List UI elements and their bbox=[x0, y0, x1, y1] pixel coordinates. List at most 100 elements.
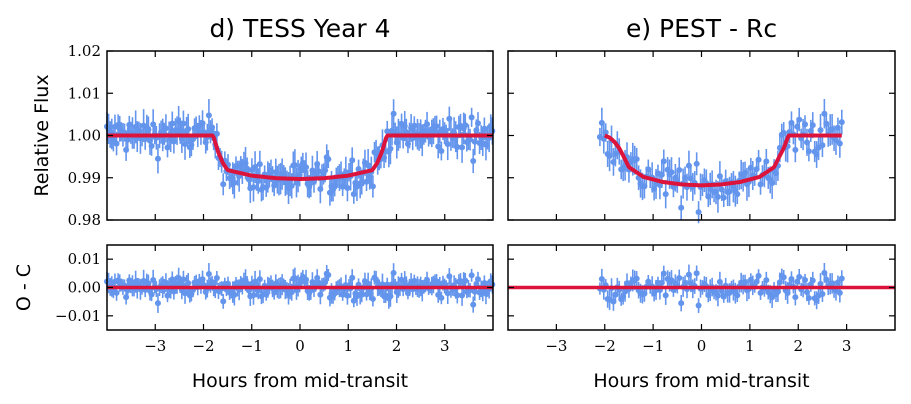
flux-point bbox=[633, 156, 640, 163]
flux-point bbox=[422, 128, 429, 135]
panel-title: d) TESS Year 4 bbox=[209, 14, 390, 43]
residual-point bbox=[185, 280, 192, 287]
flux-point bbox=[325, 156, 332, 163]
flux-point bbox=[162, 125, 169, 132]
flux-point bbox=[299, 159, 306, 166]
residual-point bbox=[620, 293, 627, 300]
flux-point bbox=[363, 178, 370, 185]
residual-point bbox=[829, 280, 836, 287]
residual-point bbox=[205, 270, 212, 277]
flux-point bbox=[668, 169, 675, 176]
flux-point bbox=[430, 128, 437, 135]
residual-point bbox=[220, 298, 227, 305]
flux-point bbox=[662, 191, 669, 198]
flux-point bbox=[829, 126, 836, 133]
residual-point bbox=[747, 276, 754, 283]
x-tick-label: −2 bbox=[594, 337, 616, 355]
flux-point bbox=[124, 136, 131, 143]
flux-point bbox=[339, 183, 346, 190]
flux-point bbox=[199, 120, 206, 127]
transit-model-curve bbox=[603, 133, 843, 188]
residual-point bbox=[358, 291, 365, 298]
residual-point bbox=[803, 289, 810, 296]
flux-point bbox=[150, 121, 157, 128]
residual-point bbox=[780, 274, 787, 281]
residual-point bbox=[331, 290, 338, 297]
flux-point bbox=[446, 115, 453, 122]
flux-point bbox=[182, 141, 189, 148]
flux-point bbox=[734, 191, 741, 198]
residual-point bbox=[424, 276, 431, 283]
residual-point bbox=[755, 272, 762, 279]
residual-point bbox=[668, 277, 675, 284]
residual-point bbox=[339, 291, 346, 298]
residual-point bbox=[734, 292, 741, 299]
residual-point bbox=[784, 289, 791, 296]
transit-model-curve bbox=[106, 133, 494, 182]
flux-point bbox=[444, 141, 451, 148]
flux-point bbox=[769, 180, 776, 187]
flux-point bbox=[188, 141, 195, 148]
flux-point bbox=[271, 182, 278, 189]
flux-point bbox=[245, 176, 252, 183]
residual-point bbox=[225, 280, 232, 287]
flux-point bbox=[419, 137, 426, 144]
flux-point bbox=[250, 184, 257, 191]
residual-point bbox=[774, 288, 781, 295]
flux-point bbox=[315, 168, 322, 175]
residual-point bbox=[813, 297, 820, 304]
residual-point bbox=[658, 279, 665, 286]
residual-point bbox=[685, 271, 692, 278]
flux-point bbox=[718, 186, 725, 193]
y-tick-label: 0.99 bbox=[68, 169, 101, 187]
flux-point bbox=[390, 110, 397, 117]
residual-y-tick-label: −0.01 bbox=[55, 307, 101, 325]
residual-point bbox=[252, 278, 259, 285]
flux-point bbox=[424, 121, 431, 128]
residual-point bbox=[776, 279, 783, 286]
flux-point bbox=[757, 181, 764, 188]
y-tick-label: 1.00 bbox=[68, 127, 101, 145]
flux-point bbox=[202, 139, 209, 146]
flux-point bbox=[454, 144, 461, 151]
flux-point bbox=[676, 167, 683, 174]
flux-point bbox=[606, 153, 613, 160]
flux-point bbox=[470, 157, 477, 164]
residual-point bbox=[612, 291, 619, 298]
residual-point bbox=[802, 277, 809, 284]
residual-point bbox=[271, 289, 278, 296]
flux-point bbox=[467, 136, 474, 143]
residual-point bbox=[213, 275, 220, 282]
flux-point bbox=[272, 169, 279, 176]
residual-point bbox=[268, 279, 275, 286]
residual-point bbox=[809, 277, 816, 284]
residual-point bbox=[471, 288, 478, 295]
residual-point bbox=[303, 276, 310, 283]
flux-point bbox=[658, 171, 665, 178]
residual-point bbox=[314, 274, 321, 281]
residual-point bbox=[113, 289, 120, 296]
flux-point bbox=[142, 136, 149, 143]
flux-point bbox=[263, 184, 270, 191]
residual-point bbox=[170, 288, 177, 295]
flux-point bbox=[823, 120, 830, 127]
residual-point bbox=[148, 291, 155, 298]
residual-point bbox=[819, 291, 826, 298]
residual-point bbox=[474, 276, 481, 283]
residual-point bbox=[350, 297, 357, 304]
flux-point bbox=[468, 114, 475, 121]
flux-point bbox=[838, 119, 845, 126]
x-tick-label: 0 bbox=[697, 337, 707, 355]
residual-y-axis-label: O - C bbox=[13, 264, 35, 311]
residual-point bbox=[645, 278, 652, 285]
flux-point bbox=[393, 139, 400, 146]
x-tick-label: 3 bbox=[440, 337, 450, 355]
residual-point bbox=[444, 290, 451, 297]
residual-point bbox=[792, 294, 799, 301]
flux-point bbox=[185, 125, 192, 132]
residual-point bbox=[438, 294, 445, 301]
residual-point bbox=[705, 292, 712, 299]
residual-point bbox=[393, 289, 400, 296]
flux-point bbox=[288, 182, 295, 189]
residual-point bbox=[263, 291, 270, 298]
